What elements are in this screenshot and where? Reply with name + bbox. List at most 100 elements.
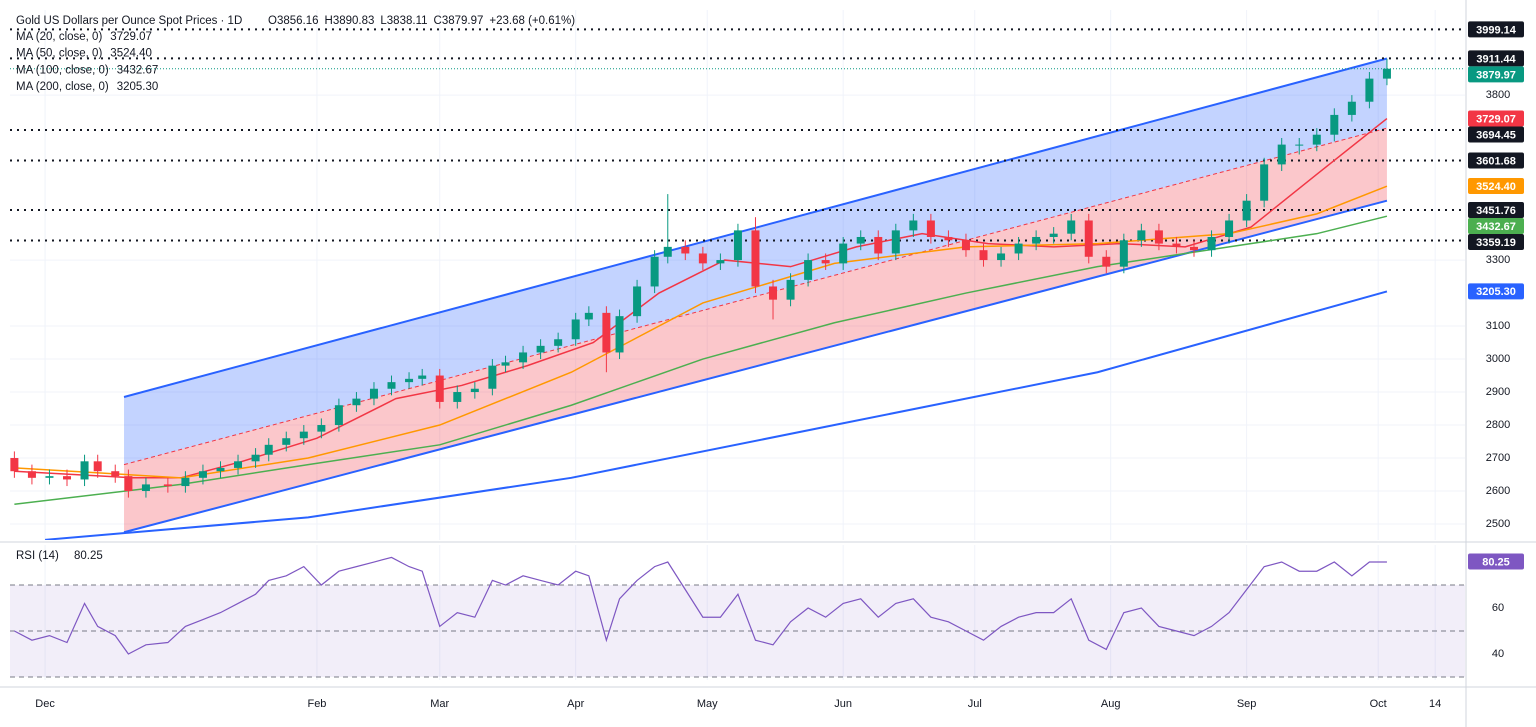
y-tick-label: 3800 [1486,89,1510,101]
candle-body [124,476,133,492]
price-tag: 3601.68 [1476,155,1516,167]
legend-value: 3524.40 [110,48,152,60]
candle-body [769,286,778,300]
rsi-tick-label: 40 [1492,648,1504,660]
candle-body [1067,220,1076,234]
y-tick-label: 2500 [1486,518,1510,530]
candle-body [334,405,343,426]
ma-line [14,185,1388,479]
candle-body [369,388,378,399]
x-tick-label: Aug [1101,698,1121,710]
price-tag: 3729.07 [1476,113,1516,125]
candle-body [716,260,725,264]
candle-body [317,425,326,432]
candle-body [10,458,19,472]
candle-body [1330,114,1339,135]
price-tag-bg [1468,110,1524,127]
candle-body [909,220,918,231]
candle-body [27,471,36,478]
candle-body [198,471,207,478]
legend-name: MA (50, close, 0) [16,48,102,60]
ohlc-value: H3890.83 [325,15,375,27]
candle-body [1225,220,1234,237]
candle-body [234,461,243,468]
candle-body [650,256,659,287]
candle-body [470,388,479,393]
candle-body [944,236,953,241]
price-tag-bg [1468,66,1524,83]
candle-body [1365,78,1374,102]
rsi-pane [10,556,1465,678]
x-tick-label: Jun [834,698,852,710]
main-pane [10,28,1465,540]
candle-body [282,438,291,445]
candle-body [435,375,444,402]
candle-body [1382,68,1391,79]
price-tag-bg [1468,283,1524,300]
price-tag-bg [1468,126,1524,143]
y-tick-label: 2800 [1486,419,1510,431]
y-tick-label: 3000 [1486,353,1510,365]
candle-body [1084,220,1093,257]
ohlc-value: +23.68 (+0.61%) [489,15,575,27]
candle-body [1295,144,1304,146]
candle-body [181,477,190,487]
legend-name: MA (200, close, 0) [16,81,109,93]
candle-body [663,246,672,257]
candle-body [1102,256,1111,267]
candle-body [405,378,414,383]
candle-body [111,471,120,477]
legend-name: MA (100, close, 0) [16,64,109,76]
rsi-legend-name: RSI (14) [16,550,59,562]
x-tick-label: Feb [307,698,326,710]
price-tag-bg [1468,202,1524,219]
price-tag-bg [1468,50,1524,67]
price-tag: 3694.45 [1476,129,1516,141]
candle-body [1347,101,1356,115]
candle-body [751,230,760,287]
candle-body [856,236,865,244]
price-tag: 3451.76 [1476,205,1516,217]
price-tag: 3432.67 [1476,221,1516,233]
candle-body [979,250,988,261]
candle-body [1172,243,1181,247]
price-tag-bg [1468,21,1524,38]
y-tick-label: 3100 [1486,320,1510,332]
price-tag-bg [1468,234,1524,251]
candle-body [519,352,528,363]
candle-body [821,260,830,264]
candle-body [163,484,172,487]
candle-body [418,375,427,379]
candle-body [501,362,510,366]
candle-body [698,253,707,264]
candle-body [804,260,813,280]
price-tag-bg [1468,178,1524,195]
candle-body [602,312,611,353]
candle-body [264,444,273,455]
price-tag: 3359.19 [1476,237,1516,249]
y-tick-label: 2700 [1486,452,1510,464]
candle-body [251,454,260,462]
candle-body [997,253,1006,261]
x-tick-label: Sep [1237,698,1257,710]
candle-body [961,240,970,251]
ma-line [44,290,1388,540]
x-tick-label: Jul [968,698,982,710]
candle-body [615,316,624,353]
x-tick-label: Apr [567,698,584,710]
candle-body [299,431,308,439]
candle-body [681,246,690,254]
ohlc-value: L3838.11 [380,15,427,27]
candle-body [554,339,563,346]
rsi-line [14,556,1387,655]
candle-body [1189,246,1198,251]
candle-body [536,345,545,353]
legend-value: 3205.30 [117,81,159,93]
axes: Dec2025FebMarAprMayJunJulAugSepOct142500… [35,21,1524,710]
candle-body [1119,240,1128,267]
legend: Gold US Dollars per Ounce Spot Prices · … [16,15,575,562]
y-tick-label: 2900 [1486,386,1510,398]
candle-body [733,230,742,261]
